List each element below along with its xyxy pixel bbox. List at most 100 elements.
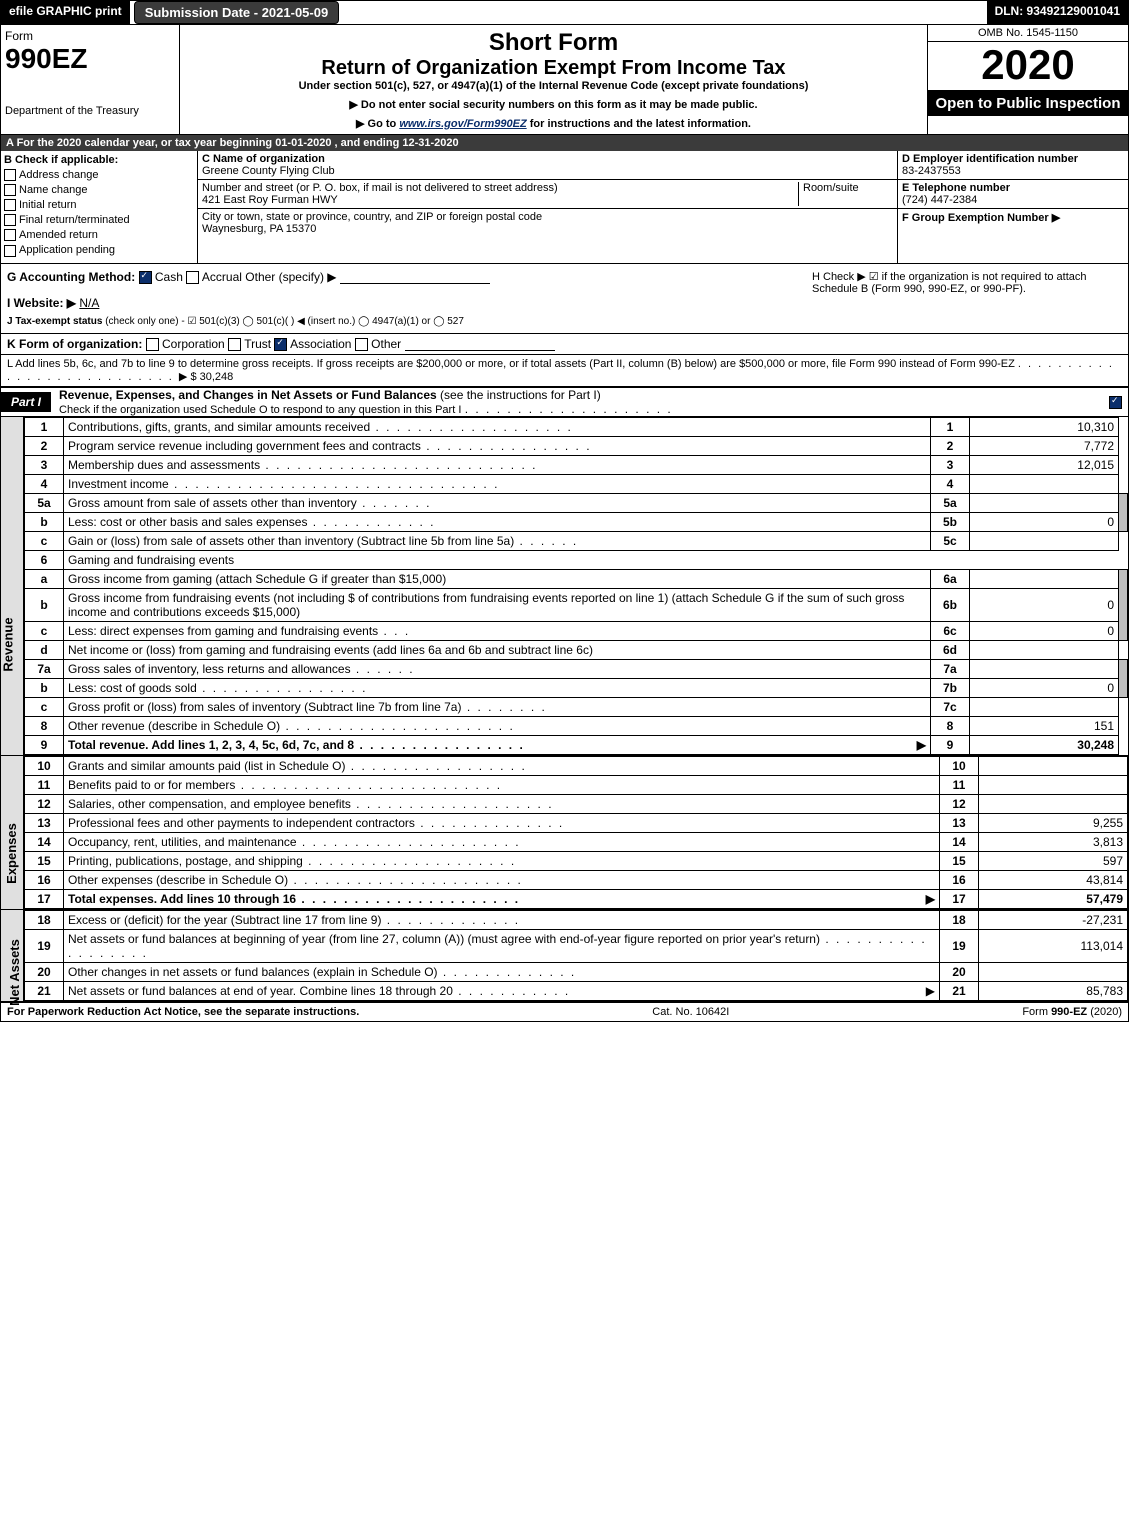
line-4: 4Investment income . . . . . . . . . . .… xyxy=(25,475,1128,494)
form-footer-id: Form 990-EZ (2020) xyxy=(1022,1006,1122,1018)
initial-return-checkbox[interactable] xyxy=(4,199,16,211)
paperwork-notice: For Paperwork Reduction Act Notice, see … xyxy=(7,1006,359,1018)
line-18: 18Excess or (deficit) for the year (Subt… xyxy=(25,911,1128,930)
form-number: 990EZ xyxy=(5,43,175,75)
line-10: 10Grants and similar amounts paid (list … xyxy=(25,757,1128,776)
address-change-label: Address change xyxy=(19,169,99,181)
irs-link[interactable]: www.irs.gov/Form990EZ xyxy=(399,118,526,130)
part-1-sub: Check if the organization used Schedule … xyxy=(59,404,461,416)
line-2: 2Program service revenue including gover… xyxy=(25,437,1128,456)
line-5a: 5aGross amount from sale of assets other… xyxy=(25,494,1128,513)
efile-print-button[interactable]: efile GRAPHIC print xyxy=(1,1,130,24)
section-l: L Add lines 5b, 6c, and 7b to line 9 to … xyxy=(1,355,1128,388)
section-j-options: ☑ 501(c)(3) ◯ 501(c)( ) ◀ (insert no.) ◯… xyxy=(187,316,463,327)
room-suite-label: Room/suite xyxy=(798,182,893,206)
part-1-note: (see the instructions for Part I) xyxy=(440,388,601,402)
line-11: 11Benefits paid to or for members . . . … xyxy=(25,776,1128,795)
dln-label: DLN: 93492129001041 xyxy=(987,1,1128,24)
entity-block: B Check if applicable: Address change Na… xyxy=(1,151,1128,264)
part-1-title: Revenue, Expenses, and Changes in Net As… xyxy=(59,388,437,402)
line-20: 20Other changes in net assets or fund ba… xyxy=(25,963,1128,982)
city-state-zip: Waynesburg, PA 15370 xyxy=(202,223,316,235)
section-g-label: G Accounting Method: xyxy=(7,270,135,284)
other-org-input[interactable] xyxy=(405,338,555,351)
city-label: City or town, state or province, country… xyxy=(202,211,542,223)
net-assets-section: Net Assets 18Excess or (deficit) for the… xyxy=(1,910,1128,1003)
schedule-o-checkbox[interactable] xyxy=(1109,396,1122,409)
amended-return-checkbox[interactable] xyxy=(4,229,16,241)
section-h-text: H Check ▶ ☑ if the organization is not r… xyxy=(806,270,1122,327)
submission-date: Submission Date - 2021-05-09 xyxy=(134,1,340,24)
line-21: 21Net assets or fund balances at end of … xyxy=(25,982,1128,1001)
final-return-label: Final return/terminated xyxy=(19,214,130,226)
section-c-label: C Name of organization xyxy=(202,153,325,165)
section-k-label: K Form of organization: xyxy=(7,337,142,351)
tax-year: 2020 xyxy=(928,42,1128,91)
line-8: 8Other revenue (describe in Schedule O) … xyxy=(25,717,1128,736)
corp-label: Corporation xyxy=(162,337,225,351)
meta-gh: G Accounting Method: Cash Accrual Other … xyxy=(1,264,1128,334)
goto-post: for instructions and the latest informat… xyxy=(527,118,751,130)
initial-return-label: Initial return xyxy=(19,199,76,211)
expenses-section: Expenses 10Grants and similar amounts pa… xyxy=(1,756,1128,910)
website-value: N/A xyxy=(79,296,99,310)
section-j-label: J Tax-exempt status xyxy=(7,316,102,327)
dept-label: Department of the Treasury xyxy=(5,105,175,117)
section-d-label: D Employer identification number xyxy=(902,153,1078,165)
name-change-label: Name change xyxy=(19,184,88,196)
line-6a: aGross income from gaming (attach Schedu… xyxy=(25,570,1128,589)
line-7a: 7aGross sales of inventory, less returns… xyxy=(25,660,1128,679)
gross-receipts-amt: 30,248 xyxy=(200,371,234,383)
ssn-warning: ▶ Do not enter social security numbers o… xyxy=(188,98,919,111)
form-word: Form xyxy=(5,29,175,43)
top-bar: efile GRAPHIC print Submission Date - 20… xyxy=(1,1,1128,25)
omb-number: OMB No. 1545-1150 xyxy=(928,25,1128,42)
line-1: 1Contributions, gifts, grants, and simil… xyxy=(25,418,1128,437)
other-specify-label: Other (specify) ▶ xyxy=(245,270,336,284)
line-6: 6Gaming and fundraising events xyxy=(25,551,1128,570)
accrual-checkbox[interactable] xyxy=(186,271,199,284)
line-3: 3Membership dues and assessments . . . .… xyxy=(25,456,1128,475)
line-14: 14Occupancy, rent, utilities, and mainte… xyxy=(25,833,1128,852)
revenue-side-label: Revenue xyxy=(1,618,16,672)
assoc-label: Association xyxy=(290,337,351,351)
cash-checkbox[interactable] xyxy=(139,271,152,284)
line-7b: bLess: cost of goods sold . . . . . . . … xyxy=(25,679,1128,698)
name-change-checkbox[interactable] xyxy=(4,184,16,196)
part-1-tag: Part I xyxy=(1,392,51,412)
line-16: 16Other expenses (describe in Schedule O… xyxy=(25,871,1128,890)
line-15: 15Printing, publications, postage, and s… xyxy=(25,852,1128,871)
accrual-label: Accrual xyxy=(202,270,242,284)
form-title: Return of Organization Exempt From Incom… xyxy=(188,57,919,80)
ein: 83-2437553 xyxy=(902,165,961,177)
corp-checkbox[interactable] xyxy=(146,338,159,351)
line-7c: cGross profit or (loss) from sales of in… xyxy=(25,698,1128,717)
other-method-input[interactable] xyxy=(340,271,490,284)
line-6b: bGross income from fundraising events (n… xyxy=(25,589,1128,622)
org-name: Greene County Flying Club xyxy=(202,165,335,177)
trust-checkbox[interactable] xyxy=(228,338,241,351)
line-5b: bLess: cost or other basis and sales exp… xyxy=(25,513,1128,532)
part-1-header: Part I Revenue, Expenses, and Changes in… xyxy=(1,388,1128,417)
assoc-checkbox[interactable] xyxy=(274,338,287,351)
expenses-side-label: Expenses xyxy=(4,823,19,884)
other-org-checkbox[interactable] xyxy=(355,338,368,351)
line-19: 19Net assets or fund balances at beginni… xyxy=(25,930,1128,963)
open-to-public: Open to Public Inspection xyxy=(928,91,1128,116)
net-assets-side-label: Net Assets xyxy=(7,939,22,1006)
tax-period: A For the 2020 calendar year, or tax yea… xyxy=(1,135,1128,151)
application-pending-checkbox[interactable] xyxy=(4,245,16,257)
final-return-checkbox[interactable] xyxy=(4,214,16,226)
form-header: Form 990EZ Department of the Treasury Sh… xyxy=(1,25,1128,135)
address-change-checkbox[interactable] xyxy=(4,169,16,181)
short-form-title: Short Form xyxy=(188,29,919,57)
line-17: 17Total expenses. Add lines 10 through 1… xyxy=(25,890,1128,909)
phone: (724) 447-2384 xyxy=(902,194,977,206)
revenue-section: Revenue 1Contributions, gifts, grants, a… xyxy=(1,417,1128,756)
street-label: Number and street (or P. O. box, if mail… xyxy=(202,182,558,194)
section-i-label: I Website: ▶ xyxy=(7,296,76,310)
form-subtitle: Under section 501(c), 527, or 4947(a)(1)… xyxy=(188,80,919,92)
section-l-text: L Add lines 5b, 6c, and 7b to line 9 to … xyxy=(7,358,1015,370)
application-pending-label: Application pending xyxy=(19,244,115,256)
amended-return-label: Amended return xyxy=(19,229,98,241)
